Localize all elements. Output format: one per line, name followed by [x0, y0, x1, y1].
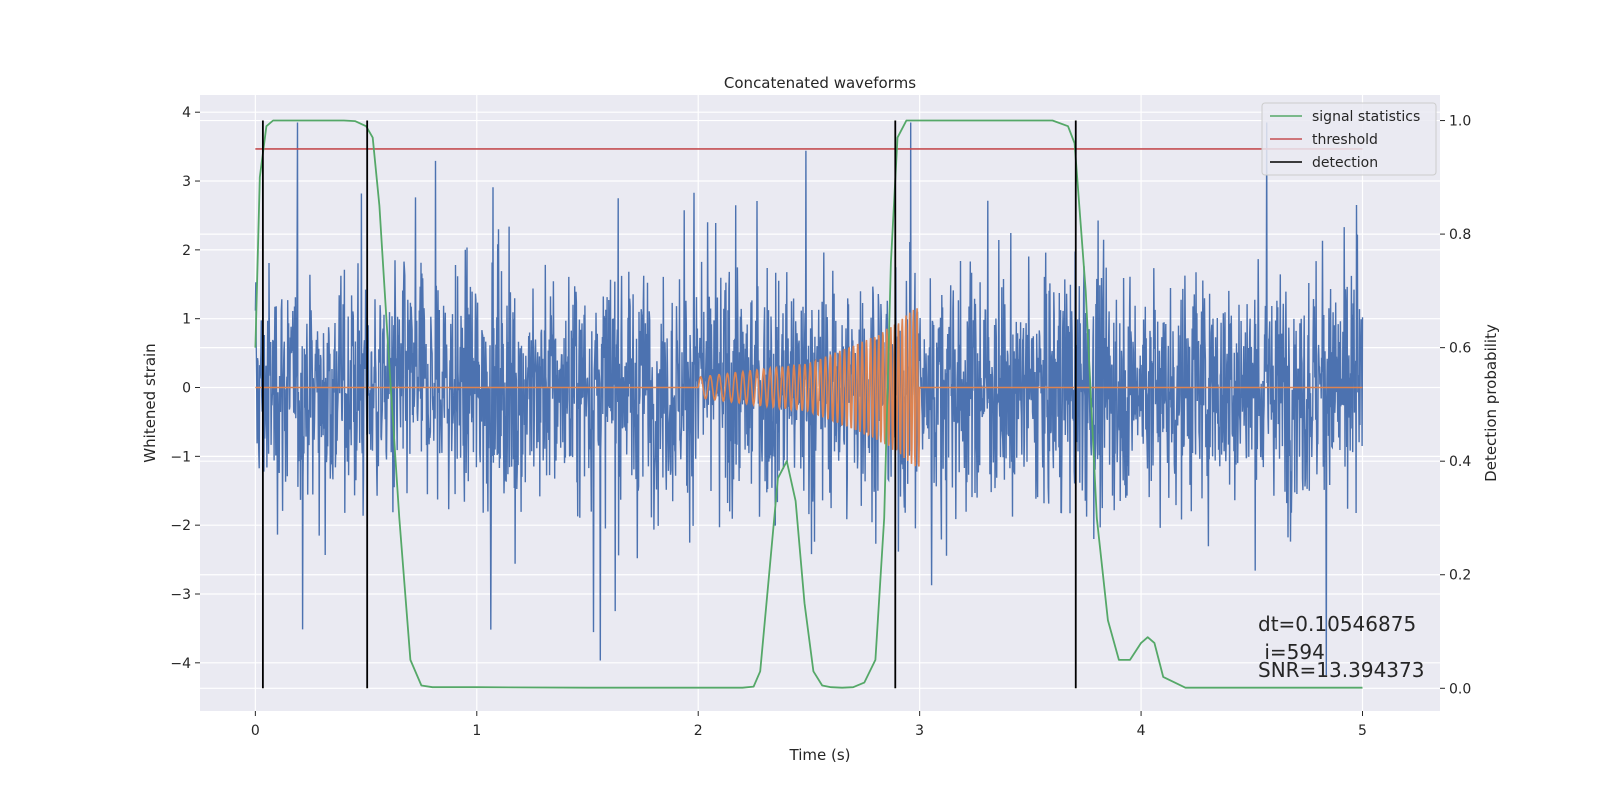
signal-statistics-series — [254, 119, 1363, 689]
x-tick-label: 3 — [915, 723, 924, 739]
y-tick-label: 1 — [182, 312, 191, 328]
signal-statistics-line — [254, 119, 1363, 689]
x-axis-label: Time (s) — [789, 746, 851, 764]
y-tick-label: 4 — [182, 105, 191, 121]
strain-line — [254, 122, 1364, 676]
injected-signal-line — [255, 308, 1363, 467]
y-tick-label: 0 — [182, 381, 191, 397]
annotation: dt=0.10546875 i=594 SNR=13.394373 — [1258, 612, 1424, 682]
y2-tick-label: 1.0 — [1449, 114, 1471, 130]
injected-signal-series — [255, 308, 1363, 467]
y-axis-label: Whitened strain — [141, 343, 159, 462]
strain-series — [254, 122, 1364, 676]
y2-axis-ticks: 0.0 0.2 0.4 0.6 0.8 1.0 — [1440, 114, 1471, 697]
x-tick-label: 5 — [1358, 723, 1367, 739]
legend-label-signal-statistics: signal statistics — [1312, 109, 1420, 125]
y2-tick-label: 0.8 — [1449, 227, 1471, 243]
annotation-dt: dt=0.10546875 — [1258, 612, 1416, 636]
y2-tick-label: 0.4 — [1449, 454, 1471, 470]
y-tick-label: −2 — [170, 518, 191, 534]
y-tick-label: −4 — [170, 656, 191, 672]
legend-label-detection: detection — [1312, 155, 1378, 171]
annotation-snr: SNR=13.394373 — [1258, 658, 1424, 682]
y-tick-label: −3 — [170, 587, 191, 603]
x-tick-label: 0 — [251, 723, 260, 739]
x-tick-label: 4 — [1137, 723, 1146, 739]
detection-series — [261, 120, 1077, 689]
y2-axis-label: Detection probability — [1482, 324, 1500, 482]
legend-label-threshold: threshold — [1312, 132, 1378, 148]
annotation-index: i=594 — [1258, 640, 1325, 664]
y2-tick-label: 0.2 — [1449, 568, 1471, 584]
y-axis-ticks: −4 −3 −2 −1 0 1 2 3 4 — [170, 105, 200, 672]
x-axis-ticks: 0 1 2 3 4 5 — [251, 711, 1367, 739]
x-tick-label: 1 — [472, 723, 481, 739]
legend: signal statistics threshold detection — [1261, 102, 1437, 176]
chart-title: Concatenated waveforms — [724, 74, 916, 92]
x-tick-label: 2 — [694, 723, 703, 739]
y-tick-label: 3 — [182, 174, 191, 190]
legend-box — [1261, 102, 1437, 176]
y-tick-label: 2 — [182, 243, 191, 259]
y2-tick-label: 0.6 — [1449, 341, 1471, 357]
y-tick-label: −1 — [170, 449, 191, 465]
y2-tick-label: 0.0 — [1449, 681, 1471, 697]
